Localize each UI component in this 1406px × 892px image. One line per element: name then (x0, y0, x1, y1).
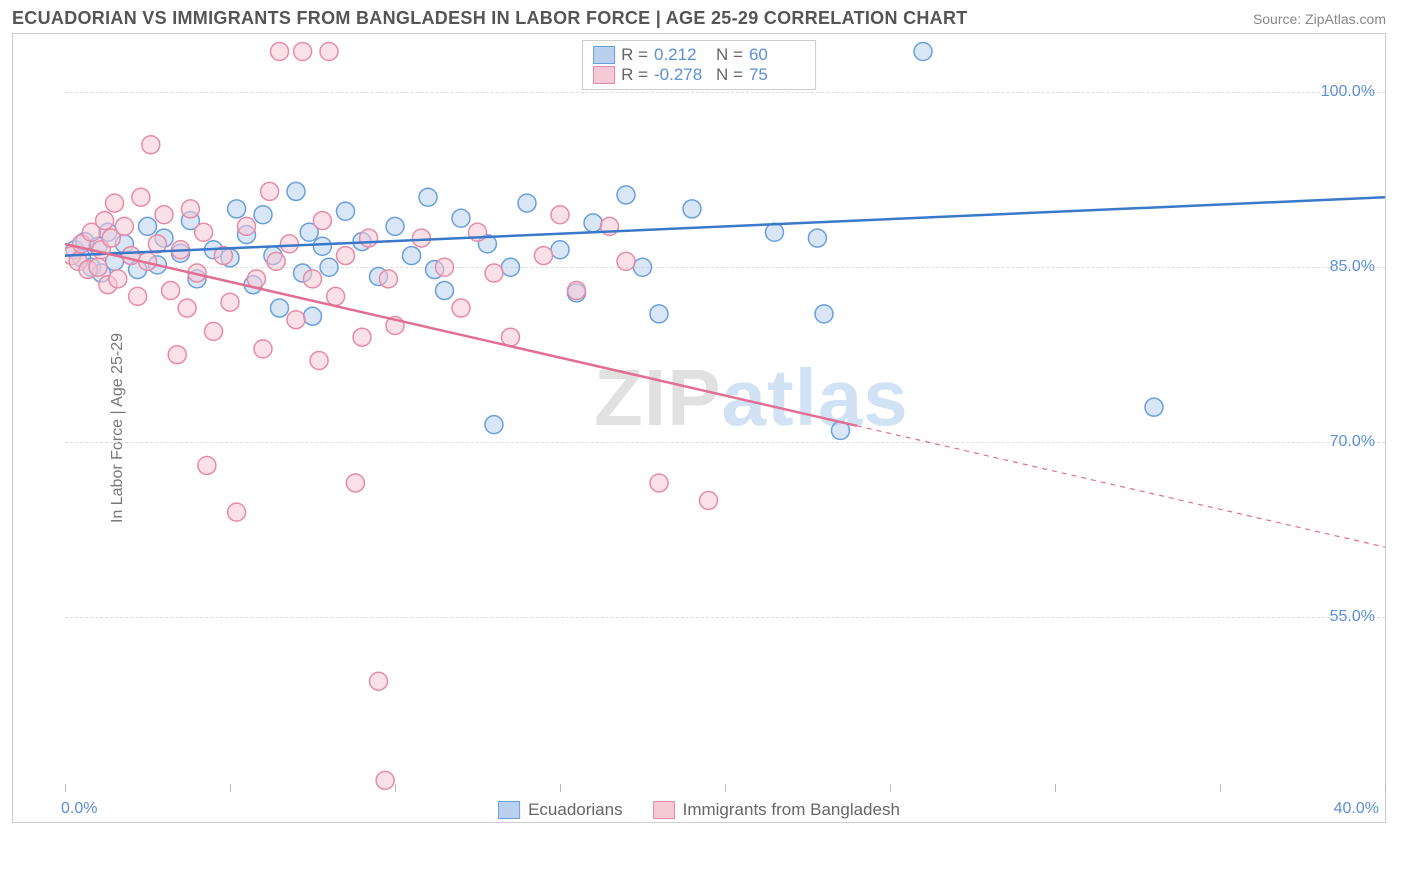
data-point (551, 206, 569, 224)
data-point (353, 328, 371, 346)
data-point (271, 42, 289, 60)
correlation-legend: R = 0.212 N = 60 R = -0.278 N = 75 (582, 40, 816, 90)
data-point (337, 247, 355, 265)
legend-swatch-bottom-0 (498, 801, 520, 819)
data-point (304, 270, 322, 288)
trend-line-extrapolated (857, 426, 1385, 547)
legend-swatch-0 (593, 46, 615, 64)
data-point (115, 217, 133, 235)
data-point (310, 352, 328, 370)
data-point (650, 305, 668, 323)
data-point (287, 311, 305, 329)
data-point (403, 247, 421, 265)
n-value-1: 75 (749, 65, 805, 85)
data-point (195, 223, 213, 241)
data-point (327, 287, 345, 305)
data-point (650, 474, 668, 492)
data-point (254, 340, 272, 358)
data-point (700, 491, 718, 509)
data-point (132, 188, 150, 206)
data-point (412, 229, 430, 247)
data-point (485, 416, 503, 434)
data-point (228, 503, 246, 521)
data-point (914, 42, 932, 60)
data-point (181, 200, 199, 218)
data-point (634, 258, 652, 276)
r-value-0: 0.212 (654, 45, 710, 65)
data-point (502, 258, 520, 276)
data-point (304, 307, 322, 325)
n-value-0: 60 (749, 45, 805, 65)
data-point (535, 247, 553, 265)
data-point (122, 247, 140, 265)
data-point (254, 206, 272, 224)
data-point (502, 328, 520, 346)
legend-swatch-1 (593, 66, 615, 84)
data-point (287, 182, 305, 200)
data-point (485, 264, 503, 282)
data-point (198, 456, 216, 474)
data-point (815, 305, 833, 323)
data-point (337, 202, 355, 220)
data-point (313, 212, 331, 230)
r-value-1: -0.278 (654, 65, 710, 85)
data-point (568, 282, 586, 300)
data-point (436, 258, 454, 276)
data-point (766, 223, 784, 241)
data-point (168, 346, 186, 364)
data-point (267, 252, 285, 270)
data-point (617, 252, 635, 270)
source-label: Source: ZipAtlas.com (1253, 11, 1386, 27)
data-point (238, 217, 256, 235)
data-point (155, 206, 173, 224)
data-point (518, 194, 536, 212)
data-point (452, 299, 470, 317)
data-point (96, 212, 114, 230)
data-point (129, 287, 147, 305)
data-point (1145, 398, 1163, 416)
data-point (551, 241, 569, 259)
trend-line (65, 244, 857, 426)
data-point (436, 282, 454, 300)
data-point (584, 214, 602, 232)
data-point (106, 194, 124, 212)
data-point (89, 258, 107, 276)
x-tick-label: 40.0% (1334, 800, 1379, 818)
data-point (109, 270, 127, 288)
data-point (162, 282, 180, 300)
plot-svg (65, 34, 1385, 792)
data-point (221, 293, 239, 311)
data-point (294, 42, 312, 60)
data-point (683, 200, 701, 218)
data-point (139, 217, 157, 235)
data-point (142, 136, 160, 154)
data-point (320, 42, 338, 60)
data-point (205, 322, 223, 340)
chart-title: ECUADORIAN VS IMMIGRANTS FROM BANGLADESH… (12, 8, 968, 29)
data-point (379, 270, 397, 288)
data-point (808, 229, 826, 247)
data-point (346, 474, 364, 492)
series-name-1: Immigrants from Bangladesh (683, 800, 900, 820)
series-legend: Ecuadorians Immigrants from Bangladesh (498, 800, 900, 820)
legend-swatch-bottom-1 (653, 801, 675, 819)
chart-container: In Labor Force | Age 25-29 ZIPatlas 55.0… (12, 33, 1386, 823)
data-point (370, 672, 388, 690)
data-point (271, 299, 289, 317)
data-point (178, 299, 196, 317)
data-point (360, 229, 378, 247)
data-point (617, 186, 635, 204)
data-point (376, 771, 394, 789)
series-name-0: Ecuadorians (528, 800, 623, 820)
data-point (261, 182, 279, 200)
data-point (280, 235, 298, 253)
x-tick-label: 0.0% (61, 800, 97, 818)
data-point (320, 258, 338, 276)
data-point (419, 188, 437, 206)
data-point (228, 200, 246, 218)
data-point (452, 209, 470, 227)
plot-area: ZIPatlas 55.0%70.0%85.0%100.0% (65, 34, 1385, 792)
data-point (386, 217, 404, 235)
data-point (313, 237, 331, 255)
